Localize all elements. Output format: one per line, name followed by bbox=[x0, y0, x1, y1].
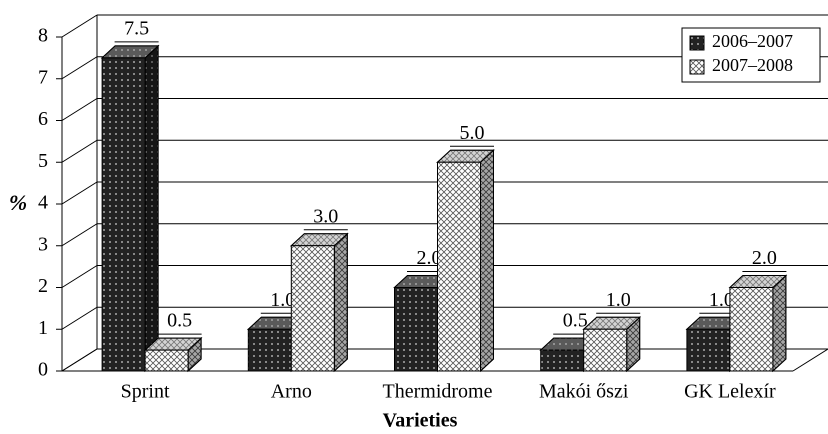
value-label: 7.5 bbox=[124, 17, 149, 39]
x-tick-label: Arno bbox=[271, 381, 312, 403]
side-grid-line bbox=[61, 56, 98, 80]
value-label: 0.5 bbox=[167, 310, 192, 332]
value-label: 3.0 bbox=[313, 205, 338, 227]
legend-box bbox=[681, 27, 821, 83]
y-axis-label: % bbox=[9, 190, 27, 215]
bar bbox=[437, 161, 481, 372]
legend-swatch bbox=[689, 35, 705, 51]
side-grid-line bbox=[61, 181, 98, 205]
y-tick-label: 4 bbox=[38, 192, 48, 214]
side-grid-line bbox=[61, 98, 98, 121]
side-grid-line bbox=[61, 265, 98, 288]
bar bbox=[290, 245, 335, 372]
value-label: 1.0 bbox=[270, 289, 295, 311]
y-tick-label: 0 bbox=[38, 359, 48, 381]
side-grid-line bbox=[61, 139, 98, 163]
value-label: 2.0 bbox=[752, 247, 777, 269]
bar bbox=[394, 287, 438, 372]
bar-side-shade bbox=[480, 149, 494, 373]
y-tick-label: 2 bbox=[38, 275, 48, 297]
x-tick-label: Sprint bbox=[121, 381, 170, 403]
bar bbox=[540, 349, 585, 372]
legend-label: 2006–2007 bbox=[712, 31, 793, 51]
y-tick-label: 8 bbox=[38, 25, 48, 47]
x-tick-label: GK Lelexír bbox=[684, 381, 776, 403]
bar-side-shade bbox=[333, 232, 348, 373]
side-grid-line bbox=[61, 348, 98, 372]
bar bbox=[729, 287, 774, 372]
value-label: 0.5 bbox=[563, 310, 588, 332]
x-axis-label: Varieties bbox=[383, 410, 458, 432]
value-label: 1.0 bbox=[606, 289, 631, 311]
y-tick-label: 6 bbox=[38, 108, 48, 130]
value-label: 1.0 bbox=[709, 289, 734, 311]
x-tick-label: Thermidrome bbox=[383, 381, 493, 403]
bar bbox=[686, 328, 731, 372]
bar-side-shade bbox=[772, 274, 787, 373]
x-tick-label: Makói őszi bbox=[539, 381, 629, 403]
y-tick-label: 1 bbox=[38, 317, 48, 339]
y-tick-label: 3 bbox=[38, 233, 48, 255]
legend-swatch bbox=[689, 59, 705, 75]
y-tick-label: 7 bbox=[38, 66, 48, 88]
bar bbox=[247, 328, 292, 372]
bar-side-shade bbox=[144, 44, 159, 373]
y-tick-label: 5 bbox=[38, 150, 48, 172]
bar bbox=[144, 349, 189, 372]
value-label: 5.0 bbox=[460, 122, 485, 144]
bar bbox=[583, 328, 628, 372]
value-label: 2.0 bbox=[417, 247, 442, 269]
bar bbox=[101, 57, 146, 372]
side-grid-line bbox=[61, 223, 98, 247]
side-grid-line bbox=[61, 306, 98, 330]
legend-label: 2007–2008 bbox=[712, 55, 793, 75]
side-grid-line bbox=[61, 14, 98, 38]
